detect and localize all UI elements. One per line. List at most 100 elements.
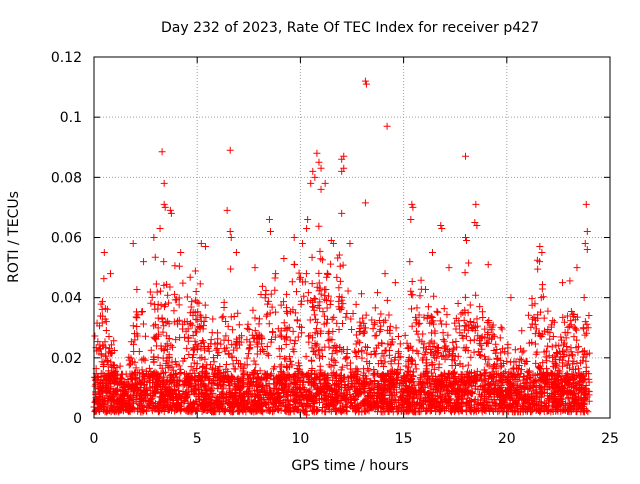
data-point [485, 393, 493, 401]
data-point [206, 385, 214, 393]
data-point [329, 344, 337, 352]
data-point [424, 311, 432, 319]
data-point [377, 404, 385, 412]
data-point [304, 289, 312, 297]
data-point [204, 393, 212, 401]
data-point [341, 394, 349, 402]
data-point [206, 375, 214, 383]
data-point [201, 301, 209, 309]
data-point [202, 364, 210, 372]
data-point [150, 322, 158, 330]
data-point [280, 319, 288, 327]
data-point [161, 300, 169, 308]
data-point [408, 360, 416, 368]
y-tick-label: 0.12 [51, 50, 82, 66]
data-point [579, 353, 587, 361]
data-point [269, 328, 277, 336]
data-point [290, 407, 298, 415]
data-point [348, 382, 356, 390]
data-point [386, 322, 394, 330]
data-point [464, 326, 472, 334]
data-point [288, 278, 296, 286]
data-point [251, 314, 259, 322]
data-point [296, 323, 304, 331]
data-point [243, 361, 251, 369]
data-point [433, 307, 441, 315]
data-point [516, 355, 524, 363]
data-point [319, 308, 327, 316]
data-point [540, 314, 548, 322]
data-point [363, 349, 371, 357]
data-point [415, 405, 423, 413]
data-point [552, 341, 560, 349]
data-point [532, 359, 540, 367]
data-point [147, 397, 155, 405]
data-point [311, 329, 319, 337]
data-point [378, 339, 386, 347]
data-point [254, 375, 262, 383]
data-point [412, 365, 420, 373]
data-point [192, 288, 200, 296]
data-point [147, 346, 155, 354]
data-point [185, 351, 193, 359]
data-point [244, 398, 252, 406]
data-point [169, 343, 177, 351]
data-point [167, 403, 175, 411]
data-point [454, 300, 462, 308]
data-point [181, 376, 189, 384]
data-point [553, 349, 561, 357]
data-point [560, 341, 568, 349]
data-point [323, 269, 331, 277]
data-point [97, 383, 105, 391]
data-point [404, 358, 412, 366]
data-point [507, 389, 515, 397]
x-tick-label: 0 [90, 431, 99, 447]
data-point [413, 304, 421, 312]
data-point [208, 329, 216, 337]
data-point [569, 360, 577, 368]
data-point [408, 305, 416, 313]
data-point [430, 292, 438, 300]
data-point [440, 305, 448, 313]
data-point [453, 343, 461, 351]
data-point [160, 322, 168, 330]
data-point [494, 393, 502, 401]
data-point [343, 309, 351, 317]
data-point [161, 404, 169, 412]
data-point [316, 329, 324, 337]
data-point [131, 358, 139, 366]
data-point [343, 354, 351, 362]
data-point [439, 336, 447, 344]
data-point [585, 311, 593, 319]
data-point [409, 407, 417, 415]
data-point [485, 362, 493, 370]
data-point [356, 376, 364, 384]
data-point [352, 396, 360, 404]
data-point [419, 354, 427, 362]
data-points [90, 77, 593, 419]
data-point [312, 315, 320, 323]
data-point [284, 371, 292, 379]
data-point [366, 402, 374, 410]
data-point [315, 269, 323, 277]
data-point [550, 318, 558, 326]
data-point [434, 392, 442, 400]
data-point [558, 347, 566, 355]
data-point [271, 363, 279, 371]
data-point [394, 360, 402, 368]
data-point [187, 303, 195, 311]
data-point [133, 314, 141, 322]
data-point [154, 314, 162, 322]
data-point [498, 325, 506, 333]
data-point [348, 325, 356, 333]
data-point [482, 340, 490, 348]
data-point [457, 310, 465, 318]
data-point [298, 401, 306, 409]
data-point [433, 383, 441, 391]
data-point [477, 391, 485, 399]
data-point [535, 363, 543, 371]
data-point [567, 348, 575, 356]
data-point [532, 325, 540, 333]
data-point [553, 348, 561, 356]
data-point [152, 280, 160, 288]
